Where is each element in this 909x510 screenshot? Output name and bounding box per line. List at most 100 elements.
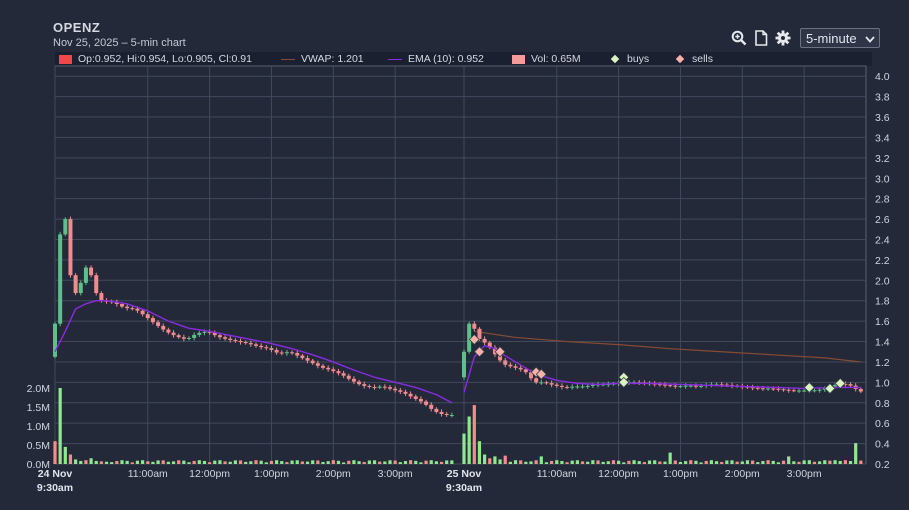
candle-body xyxy=(336,371,341,374)
candle-body xyxy=(523,369,528,373)
volume-bar xyxy=(285,462,289,464)
volume-bar xyxy=(714,461,719,464)
candle-body xyxy=(518,367,523,370)
volume-bar xyxy=(761,461,765,464)
price-tick-label: 0.2 xyxy=(875,459,890,471)
volume-tick-label: 2.0M xyxy=(27,383,50,395)
candle-body xyxy=(439,411,444,414)
candle-body xyxy=(305,358,310,361)
candle-body xyxy=(544,382,549,384)
volume-bar xyxy=(89,458,93,464)
time-tick-label: 24 Nov xyxy=(38,468,73,480)
volume-bar xyxy=(570,460,574,464)
candle-body xyxy=(135,308,140,311)
volume-bar xyxy=(409,460,413,464)
chart-legend: Op:0.952, Hi:0.954, Lo:0.905, Cl:0.91 VW… xyxy=(55,52,872,66)
volume-bar xyxy=(445,460,449,464)
volume-bar xyxy=(213,460,217,464)
volume-bar xyxy=(450,460,454,464)
candle-body xyxy=(321,365,325,368)
legend-ohlc: Op:0.952, Hi:0.954, Lo:0.905, Cl:0.91 xyxy=(59,52,252,66)
candle-body xyxy=(326,367,331,370)
volume-bar xyxy=(843,460,847,464)
volume-bar xyxy=(104,461,109,464)
candle-body xyxy=(534,378,539,383)
candle-body xyxy=(187,337,191,339)
time-tick-label: 2:00pm xyxy=(725,468,760,480)
volume-bar xyxy=(347,460,351,464)
legend-buys-text: buys xyxy=(627,53,650,65)
legend-vwap-text: VWAP: 1.201 xyxy=(301,53,364,65)
volume-bar xyxy=(519,460,523,464)
volume-bar xyxy=(802,460,806,464)
ema-line-path xyxy=(463,344,861,393)
time-tick-label: 3:00pm xyxy=(787,468,822,480)
candle-body xyxy=(161,325,166,330)
candle-body xyxy=(346,375,351,379)
volume-bar xyxy=(233,460,237,464)
candle-body xyxy=(449,415,454,417)
sell-marker xyxy=(535,368,547,380)
volume-tick-label: 0.0M xyxy=(27,459,50,471)
candle-body xyxy=(53,323,57,357)
interval-select-value: 5-minute xyxy=(806,30,857,46)
legend-sells[interactable]: sells xyxy=(675,52,713,66)
ticker-title: OPENZ xyxy=(53,20,101,35)
volume-bar xyxy=(321,461,325,464)
candle-body xyxy=(207,331,212,333)
candle-body xyxy=(367,385,372,387)
document-icon[interactable] xyxy=(752,29,770,47)
volume-bar xyxy=(311,460,315,464)
volume-bar xyxy=(259,460,263,464)
volume-bar xyxy=(429,460,433,464)
volume-bar xyxy=(658,461,662,464)
candle-body xyxy=(766,388,771,390)
candle-body xyxy=(570,386,575,388)
zoom-in-icon[interactable] xyxy=(730,29,748,47)
volume-bar xyxy=(550,460,554,464)
volume-bar xyxy=(756,462,760,464)
ema-line xyxy=(54,300,861,404)
volume-bar xyxy=(792,461,796,464)
volume-bar xyxy=(372,460,377,464)
volume-bar xyxy=(575,460,579,464)
volume-bar xyxy=(115,461,119,464)
time-tick-label: 12:00pm xyxy=(598,468,639,480)
chart-toolbar: 5-minute xyxy=(730,27,880,49)
candle-body xyxy=(817,389,822,391)
volume-bar xyxy=(378,461,382,464)
volume-axis: 0.0M 0.5M 1.0M 1.5M 2.0M xyxy=(27,383,50,471)
volume-bar xyxy=(295,460,299,464)
volume-bar xyxy=(244,461,248,464)
volume-tick-label: 1.0M xyxy=(27,421,50,433)
volume-tick-label: 1.5M xyxy=(27,402,50,414)
vwap-line-path xyxy=(474,330,861,363)
volume-bar xyxy=(156,460,160,464)
legend-vwap: VWAP: 1.201 xyxy=(281,52,364,66)
candle-body xyxy=(295,353,300,356)
volume-bar xyxy=(269,460,274,464)
volume-bar xyxy=(668,452,672,464)
volume-bar xyxy=(249,461,253,464)
volume-bar xyxy=(740,461,744,464)
price-tick-label: 3.6 xyxy=(875,112,890,124)
candle-body xyxy=(678,386,683,388)
volume-bar xyxy=(228,461,232,464)
volume-bar xyxy=(678,462,683,464)
volume-bar xyxy=(130,462,134,464)
candle-body xyxy=(264,347,269,349)
candle-body xyxy=(776,388,781,390)
volume-bar xyxy=(854,443,858,464)
gear-icon[interactable] xyxy=(774,29,792,47)
candle-body xyxy=(362,384,367,386)
price-tick-label: 1.6 xyxy=(875,316,890,328)
legend-ohlc-swatch xyxy=(59,54,72,64)
candle-body xyxy=(688,385,693,387)
candle-body xyxy=(699,385,704,387)
volume-bar xyxy=(596,460,600,464)
volume-bar xyxy=(694,460,698,464)
interval-select[interactable]: 5-minute xyxy=(800,28,880,48)
price-tick-label: 0.6 xyxy=(875,418,890,430)
legend-buys[interactable]: buys xyxy=(610,52,649,66)
